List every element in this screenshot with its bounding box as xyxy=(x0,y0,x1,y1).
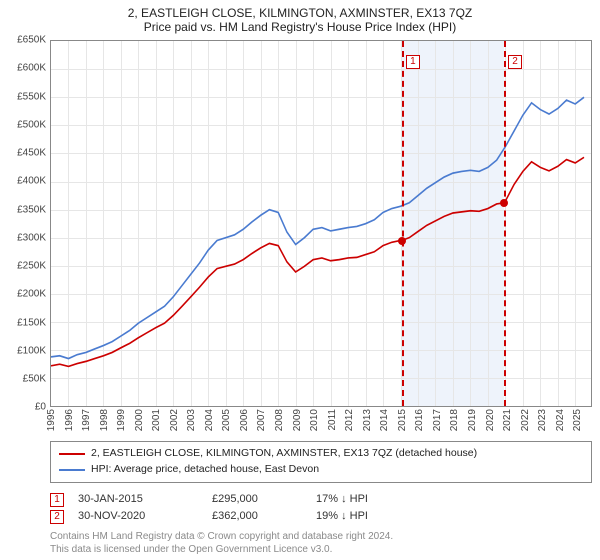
x-tick-label: 2003 xyxy=(186,409,197,431)
sale-marker-box: 1 xyxy=(50,493,64,507)
sale-row: 2 30-NOV-2020£362,00019% ↓ HPI xyxy=(50,508,592,526)
x-tick-label: 2004 xyxy=(204,409,215,431)
y-tick-label: £400K xyxy=(17,176,46,187)
sale-pct-vs-hpi: 19% ↓ HPI xyxy=(316,508,426,526)
sale-pct-vs-hpi: 17% ↓ HPI xyxy=(316,491,426,509)
x-tick-label: 2002 xyxy=(169,409,180,431)
price-chart-container: 2, EASTLEIGH CLOSE, KILMINGTON, AXMINSTE… xyxy=(0,0,600,560)
sale-price: £295,000 xyxy=(212,491,312,509)
legend-row: 2, EASTLEIGH CLOSE, KILMINGTON, AXMINSTE… xyxy=(59,446,583,462)
y-tick-label: £50K xyxy=(23,374,46,385)
chart-title-line1: 2, EASTLEIGH CLOSE, KILMINGTON, AXMINSTE… xyxy=(8,6,592,20)
chart-title-line2: Price paid vs. HM Land Registry's House … xyxy=(8,20,592,34)
x-tick-label: 2000 xyxy=(134,409,145,431)
y-tick-label: £450K xyxy=(17,148,46,159)
sale-row-marker-col: 1 xyxy=(50,493,74,507)
x-tick-label: 2015 xyxy=(397,409,408,431)
x-tick-label: 1996 xyxy=(64,409,75,431)
y-tick-label: £500K xyxy=(17,119,46,130)
x-tick-label: 2023 xyxy=(537,409,548,431)
x-tick-label: 2009 xyxy=(292,409,303,431)
y-tick-label: £300K xyxy=(17,232,46,243)
x-tick-label: 1995 xyxy=(46,409,57,431)
x-tick-label: 2007 xyxy=(256,409,267,431)
sales-table: 1 30-JAN-2015£295,00017% ↓ HPI 2 30-NOV-202… xyxy=(50,491,592,526)
plot-area: 12 xyxy=(50,40,592,407)
plot-wrap: £0£50K£100K£150K£200K£250K£300K£350K£400… xyxy=(8,40,592,407)
x-tick-label: 2013 xyxy=(362,409,373,431)
license-text: Contains HM Land Registry data © Crown c… xyxy=(50,530,592,556)
x-tick-label: 2014 xyxy=(379,409,390,431)
sale-date: 30-JAN-2015 xyxy=(78,491,208,509)
legend-swatch xyxy=(59,469,85,471)
legend-label: HPI: Average price, detached house, East… xyxy=(91,462,319,478)
legend-swatch xyxy=(59,453,85,455)
x-tick-label: 2022 xyxy=(520,409,531,431)
x-tick-label: 2020 xyxy=(485,409,496,431)
x-tick-label: 2024 xyxy=(555,409,566,431)
x-tick-label: 2001 xyxy=(151,409,162,431)
license-line2: This data is licensed under the Open Gov… xyxy=(50,543,592,556)
sale-dot xyxy=(398,237,406,245)
x-tick-label: 2018 xyxy=(449,409,460,431)
x-tick-label: 2017 xyxy=(432,409,443,431)
y-tick-label: £200K xyxy=(17,289,46,300)
y-tick-label: £550K xyxy=(17,91,46,102)
x-tick-label: 2019 xyxy=(467,409,478,431)
sale-price: £362,000 xyxy=(212,508,312,526)
y-axis: £0£50K£100K£150K£200K£250K£300K£350K£400… xyxy=(8,40,50,407)
x-tick-label: 2021 xyxy=(502,409,513,431)
x-tick-label: 2012 xyxy=(344,409,355,431)
x-tick-label: 2025 xyxy=(572,409,583,431)
sale-marker-line xyxy=(504,41,506,406)
sale-marker-line xyxy=(402,41,404,406)
x-tick-label: 1999 xyxy=(116,409,127,431)
x-tick-label: 2016 xyxy=(414,409,425,431)
x-tick-label: 2008 xyxy=(274,409,285,431)
x-tick-label: 1998 xyxy=(99,409,110,431)
sale-marker-box: 2 xyxy=(508,55,522,69)
legend-label: 2, EASTLEIGH CLOSE, KILMINGTON, AXMINSTE… xyxy=(91,446,477,462)
x-tick-label: 2010 xyxy=(309,409,320,431)
sale-row: 1 30-JAN-2015£295,00017% ↓ HPI xyxy=(50,491,592,509)
license-line1: Contains HM Land Registry data © Crown c… xyxy=(50,530,592,543)
sale-dot xyxy=(500,199,508,207)
sale-row-marker-col: 2 xyxy=(50,510,74,524)
sale-marker-box: 1 xyxy=(406,55,420,69)
y-tick-label: £250K xyxy=(17,261,46,272)
x-axis: 1995199619971998199920002001200220032004… xyxy=(50,407,592,437)
y-tick-label: £0 xyxy=(35,402,46,413)
y-tick-label: £350K xyxy=(17,204,46,215)
x-tick-label: 2005 xyxy=(221,409,232,431)
x-tick-label: 1997 xyxy=(81,409,92,431)
legend-row: HPI: Average price, detached house, East… xyxy=(59,462,583,478)
sale-date: 30-NOV-2020 xyxy=(78,508,208,526)
legend: 2, EASTLEIGH CLOSE, KILMINGTON, AXMINSTE… xyxy=(50,441,592,483)
y-tick-label: £600K xyxy=(17,63,46,74)
y-tick-label: £650K xyxy=(17,35,46,46)
sale-marker-box: 2 xyxy=(50,510,64,524)
x-tick-label: 2006 xyxy=(239,409,250,431)
y-tick-label: £150K xyxy=(17,317,46,328)
x-tick-label: 2011 xyxy=(327,409,338,431)
y-tick-label: £100K xyxy=(17,345,46,356)
line-series-svg xyxy=(51,41,591,406)
